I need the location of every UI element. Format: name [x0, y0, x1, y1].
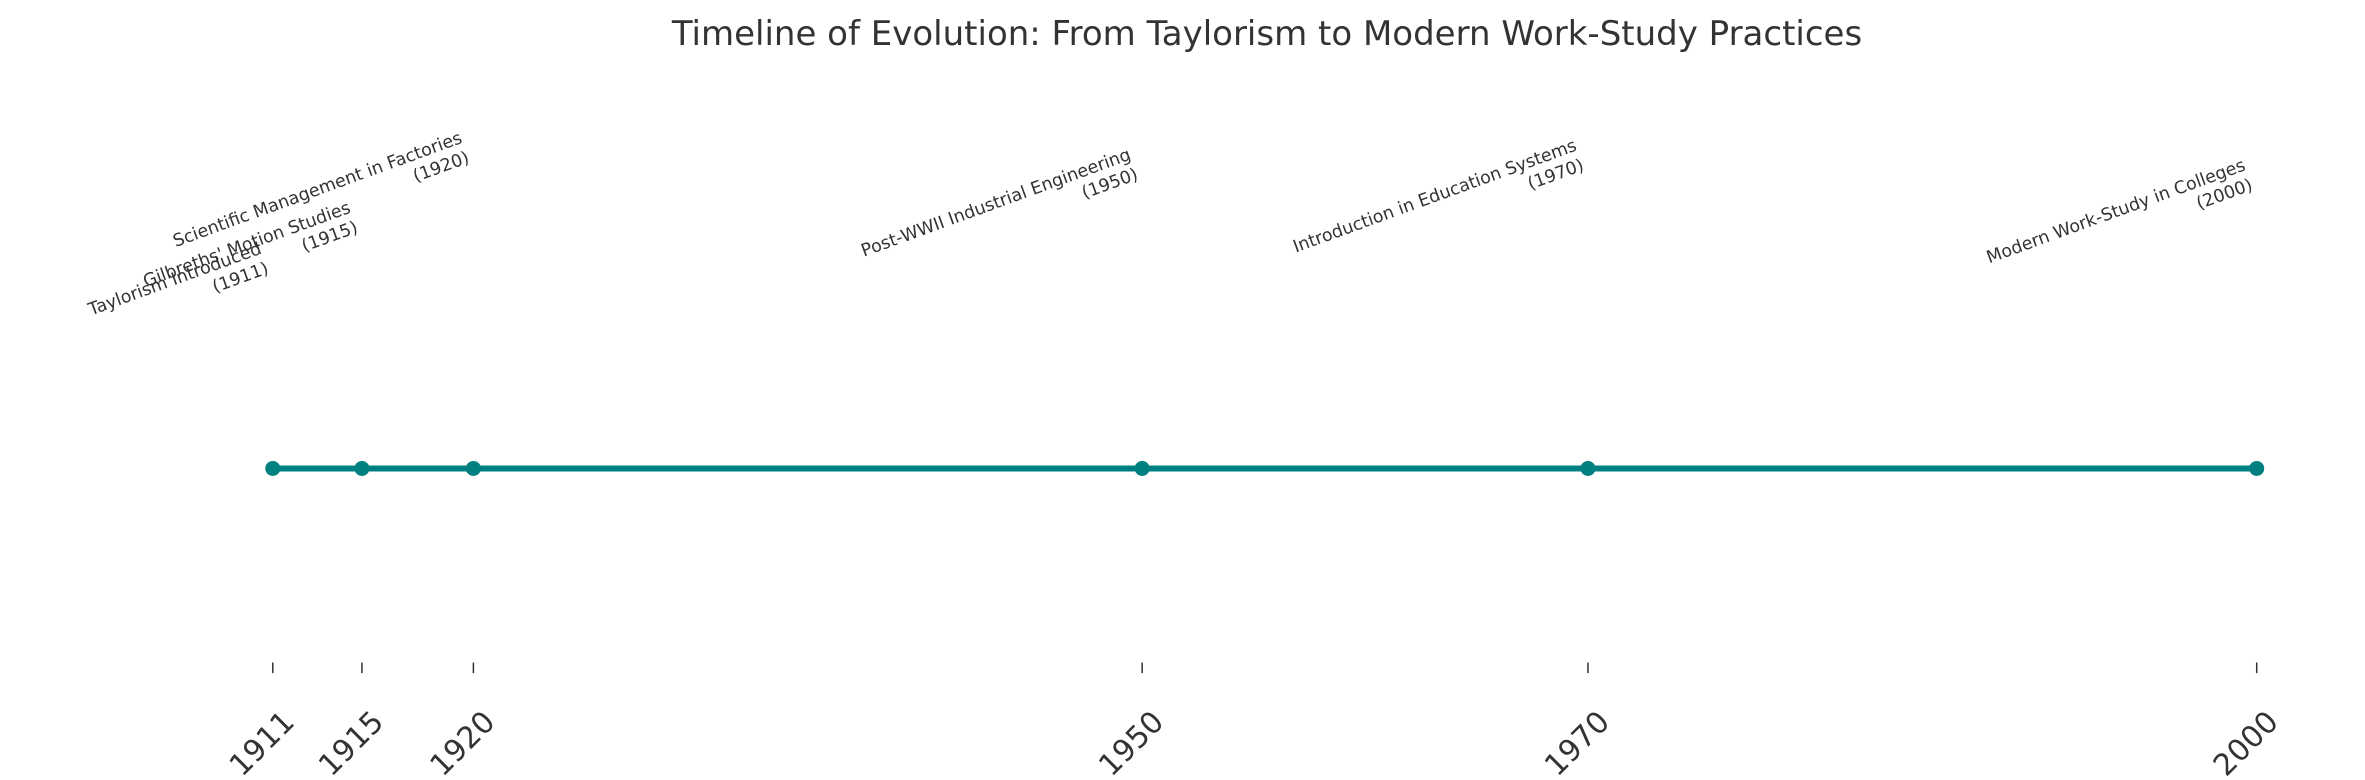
event-marker: [2249, 460, 2265, 476]
event-marker: [1134, 460, 1150, 476]
event-marker: [1580, 460, 1596, 476]
x-tick-label: 1970: [1538, 705, 1617, 780]
x-tick-label: 1915: [312, 705, 391, 780]
event-label: Modern Work-Study in Colleges(2000): [1984, 156, 2255, 288]
x-tick-label: 1911: [223, 705, 302, 780]
event-marker: [265, 460, 281, 476]
event-marker: [354, 460, 370, 476]
x-tick-label: 2000: [2207, 705, 2286, 780]
chart-title: Timeline of Evolution: From Taylorism to…: [671, 14, 1862, 54]
event-marker: [465, 460, 481, 476]
event-label: Post-WWII Industrial Engineering(1950): [859, 145, 1141, 281]
x-tick-label: 1950: [1092, 705, 1171, 780]
event-label: Introduction in Education Systems(1970): [1291, 136, 1587, 277]
x-tick-label: 1920: [424, 705, 503, 780]
